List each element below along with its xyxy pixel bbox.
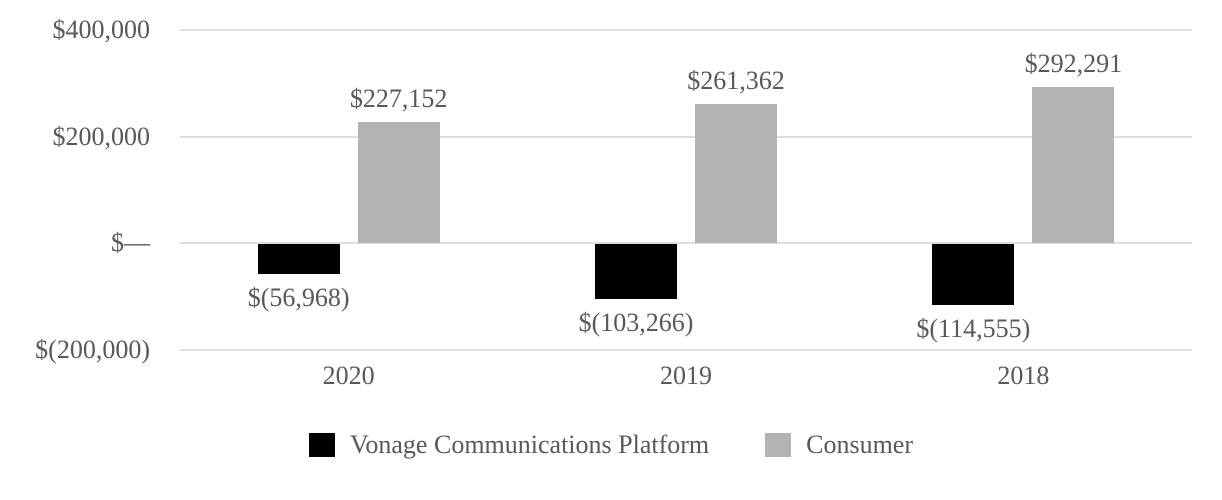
y-axis-tick-label: $200,000 [52,121,151,151]
x-axis-category-label: 2020 [322,361,375,390]
legend-item-consumer: Consumer [765,430,913,460]
gridline [180,29,1192,31]
data-label-vonage-communications-platform-2018: $(114,555) [916,314,1031,343]
bar-vonage-communications-platform-2020 [257,244,340,275]
x-axis-category-label: 2019 [660,361,712,390]
bar-consumer-2020 [357,122,440,243]
gridline [180,135,1192,138]
legend-label-consumer: Consumer [806,430,914,459]
legend-swatch-vonage-communications-platform [308,433,335,457]
y-axis-tick-label: $— [111,228,150,257]
legend-item-vonage-communications-platform: Vonage Communications Platform [308,430,710,460]
data-label-consumer-2020: $227,152 [349,84,448,114]
x-axis-category-label: 2018 [997,361,1050,390]
gridline [180,348,1192,351]
data-label-vonage-communications-platform-2019: $(103,266) [578,307,694,337]
data-label-consumer-2019: $261,362 [687,65,785,95]
legend-swatch-consumer [765,433,792,457]
chart-legend: Vonage Communications Platform Consumer [0,430,1222,460]
y-axis-tick-label: $400,000 [52,15,151,44]
data-label-vonage-communications-platform-2020: $(56,968) [247,283,350,313]
bar-consumer-2019 [695,103,777,243]
legend-label-vonage-communications-platform: Vonage Communications Platform [349,430,710,459]
gridline [180,242,1192,244]
bar-vonage-communications-platform-2019 [595,244,677,299]
bar-vonage-communications-platform-2018 [932,244,1015,305]
data-label-consumer-2018: $292,291 [1024,49,1123,79]
bar-consumer-2018 [1032,87,1115,243]
y-axis-tick-label: $(200,000) [35,334,150,364]
